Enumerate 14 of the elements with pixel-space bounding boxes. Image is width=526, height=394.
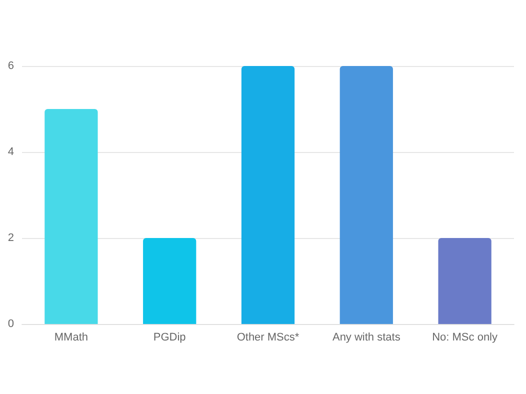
bar <box>438 238 492 324</box>
bar <box>44 109 98 324</box>
y-tick-label: 0 <box>8 318 14 330</box>
y-tick-label: 6 <box>8 60 14 72</box>
x-tick-label: No: MSc only <box>432 332 498 344</box>
y-tick-label: 4 <box>8 146 14 158</box>
bar <box>340 66 393 324</box>
bar <box>241 66 295 324</box>
y-tick-label: 2 <box>8 232 14 244</box>
x-tick-label: Other MScs* <box>236 332 300 344</box>
x-tick-label: MMath <box>54 332 88 344</box>
x-tick-label: Any with stats <box>332 332 401 344</box>
x-tick-label: PGDip <box>153 332 186 344</box>
bar <box>143 238 196 324</box>
